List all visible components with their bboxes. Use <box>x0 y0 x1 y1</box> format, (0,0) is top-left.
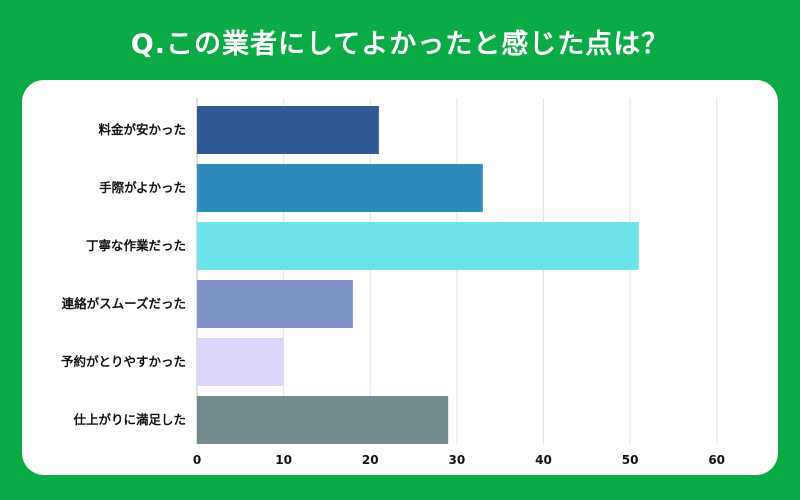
bar-3 <box>197 222 639 270</box>
x-tick-label: 50 <box>622 453 639 467</box>
x-tick-label: 40 <box>535 453 552 467</box>
category-labels: 料金が安かった手際がよかった丁寧な作業だった連絡がスムーズだった予約がとりやすか… <box>61 122 186 427</box>
bar-2 <box>197 164 483 212</box>
chart-title: Q.この業者にしてよかったと感じた点は？ <box>130 29 670 60</box>
bar-1 <box>197 106 379 154</box>
x-tick-label: 60 <box>708 453 725 467</box>
category-label-1: 料金が安かった <box>98 122 186 137</box>
bars <box>197 106 639 444</box>
grid-lines <box>196 98 718 444</box>
category-label-4: 連絡がスムーズだった <box>62 296 186 311</box>
category-label-6: 仕上がりに満足した <box>72 412 186 427</box>
category-label-2: 手際がよかった <box>99 180 186 195</box>
x-tick-label: 10 <box>275 453 292 467</box>
x-tick-label: 30 <box>448 453 465 467</box>
category-label-5: 予約がとりやすかった <box>61 354 186 369</box>
bar-5 <box>197 338 284 386</box>
x-tick-label: 0 <box>193 453 201 467</box>
tick-labels: 0 10 20 30 40 50 60 <box>193 453 725 467</box>
category-label-3: 丁寧な作業だった <box>86 238 186 253</box>
bar-6 <box>197 396 449 444</box>
x-tick-label: 20 <box>362 453 379 467</box>
bar-4 <box>197 280 353 328</box>
